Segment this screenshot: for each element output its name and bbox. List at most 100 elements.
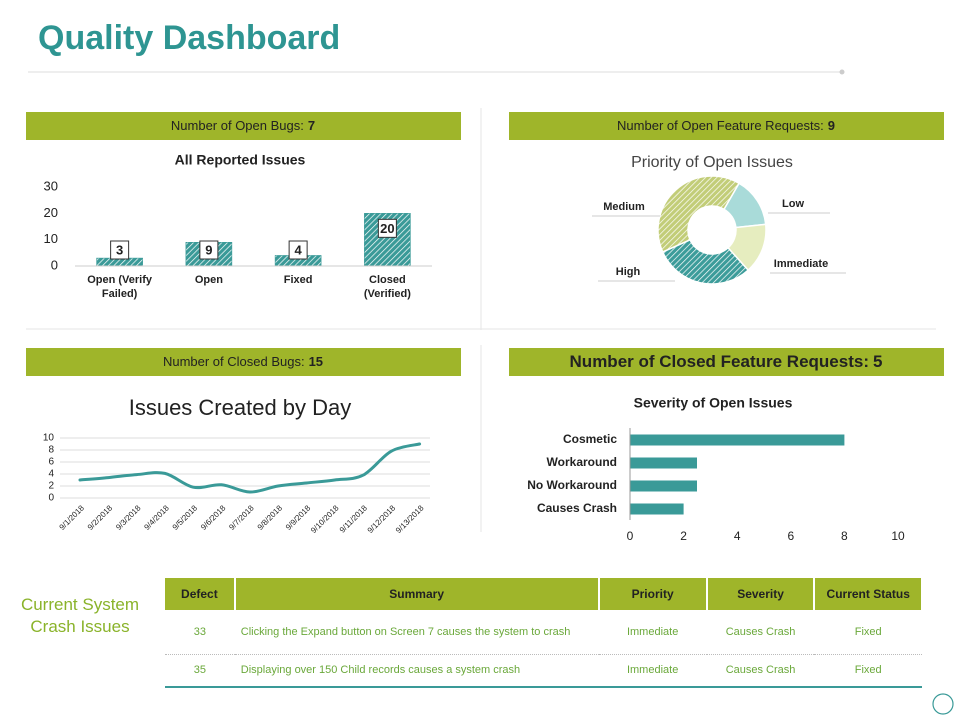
x-tick-label: 9/6/2018 (199, 503, 228, 532)
bar (630, 503, 684, 515)
panel-header (509, 112, 944, 140)
x-tick-label: 9/5/2018 (171, 503, 200, 532)
table-cell: Displaying over 150 Child records causes… (234, 654, 599, 688)
table-cell: Immediate (598, 610, 707, 655)
x-tick-label: 2 (680, 529, 687, 543)
x-tick-label: 9/2/2018 (86, 503, 115, 532)
value-label-box (288, 240, 308, 260)
y-tick-label: 30 (44, 178, 58, 193)
x-tick-label: 9/11/2018 (338, 503, 369, 534)
panel-label: Number of Open Bugs: (171, 118, 304, 133)
panel-label: Number of Closed Bugs: (163, 354, 305, 369)
chart-title: Priority of Open Issues (631, 154, 793, 171)
bar (630, 457, 697, 469)
nav-circle[interactable] (932, 693, 954, 715)
y-tick-label: 0 (48, 493, 54, 504)
panel-value: 7 (308, 118, 315, 133)
chart-title: All Reported Issues (175, 152, 306, 168)
bar (630, 434, 845, 446)
panel-value: 5 (873, 352, 882, 371)
panel-header-text: Number of Open Bugs: 7 (171, 118, 315, 133)
y-tick-label: 10 (44, 231, 58, 246)
x-tick-label: 9/8/2018 (256, 503, 285, 532)
table-cell: Immediate (598, 654, 707, 688)
value-label-box (199, 240, 219, 260)
y-tick-label: 8 (48, 445, 54, 456)
donut-slice (657, 175, 741, 253)
column-header: Current Status (814, 578, 923, 610)
table-cell: 33 (165, 610, 235, 655)
value-label: 9 (205, 242, 212, 257)
y-tick-label: 6 (48, 457, 54, 468)
table-cell: Fixed (814, 610, 922, 655)
table-row: 33 Clicking the Expand button on Screen 7… (165, 610, 922, 655)
x-tick-label: 10 (891, 529, 905, 543)
dot (839, 69, 845, 75)
table-cell: Fixed (814, 654, 922, 688)
y-tick-label: Workaround (547, 455, 617, 469)
x-tick-label: 4 (734, 529, 741, 543)
x-tick-label: 9/4/2018 (142, 503, 171, 532)
panel-label: Number of Closed Feature Requests: (570, 352, 869, 371)
x-tick-label: 8 (841, 529, 848, 543)
value-label: 20 (380, 221, 394, 236)
legend-label: High (616, 266, 641, 278)
line (78, 442, 422, 494)
page-title: Quality Dashboard (38, 19, 340, 57)
x-tick-label: Open (194, 274, 223, 286)
column-header: Priority (598, 578, 708, 610)
x-tick-label: 9/1/2018 (58, 503, 87, 532)
table-cell: Clicking the Expand button on Screen 7 c… (234, 610, 599, 655)
y-tick-label: 4 (48, 469, 54, 480)
panel-header-text: Number of Closed Feature Requests: 5 (570, 352, 883, 371)
legend-label: Immediate (774, 258, 828, 270)
panel-header (509, 348, 944, 376)
panel-header-text: Number of Open Feature Requests: 9 (617, 118, 835, 133)
panel-value: 15 (309, 354, 323, 369)
y-tick-label: 0 (51, 257, 58, 272)
crash-title: Current System Crash Issues (20, 595, 140, 636)
x-tick-label: 9/3/2018 (114, 503, 143, 532)
x-tick-label: Open (Verify Failed) (87, 274, 153, 300)
y-tick-label: 10 (43, 433, 55, 444)
x-tick-label: Fixed (283, 274, 313, 286)
panel-header (26, 112, 461, 140)
x-tick-label: 9/12/2018 (366, 503, 398, 535)
y-tick-label: 20 (44, 205, 58, 220)
panel-value: 9 (828, 118, 835, 133)
column-header: Defect (165, 578, 236, 610)
x-tick-label: Closed (Verified) (363, 274, 411, 300)
table-cell: Causes Crash (706, 610, 815, 655)
column-header: Severity (706, 578, 816, 610)
chart-title: Severity of Open Issues (634, 395, 793, 411)
y-tick-label: 2 (48, 481, 54, 492)
legend-label: Medium (603, 201, 645, 213)
crash-table: Defect Summary Priority Severity Current Sta… (165, 578, 923, 688)
table-cell: Causes Crash (706, 654, 815, 688)
y-tick-label: Cosmetic (563, 432, 617, 446)
panel-header-text: Number of Closed Bugs: 15 (163, 354, 323, 369)
column-header: Summary (234, 578, 600, 610)
panel-header (26, 348, 461, 376)
x-tick-label: 9/13/2018 (394, 503, 426, 535)
x-tick-label: 9/9/2018 (284, 503, 313, 532)
chart-title: Issues Created by Day (129, 395, 352, 420)
value-label-box (377, 218, 397, 238)
x-tick-label: 6 (787, 529, 794, 543)
x-tick-label: 0 (627, 529, 634, 543)
donut-slice (661, 238, 750, 285)
table-cell: 35 (165, 654, 235, 688)
y-tick-label: No Workaround (527, 478, 617, 492)
value-label: 3 (116, 242, 123, 257)
value-label-box (110, 240, 130, 260)
bar (630, 480, 697, 492)
x-tick-label: 9/7/2018 (227, 503, 256, 532)
value-label: 4 (295, 242, 303, 257)
y-tick-label: Causes Crash (537, 501, 617, 515)
legend-label: Low (782, 198, 804, 210)
x-tick-label: 9/10/2018 (309, 503, 341, 535)
table-row: 35 Displaying over 150 Child records caus… (165, 654, 922, 688)
panel-label: Number of Open Feature Requests: (617, 118, 824, 133)
